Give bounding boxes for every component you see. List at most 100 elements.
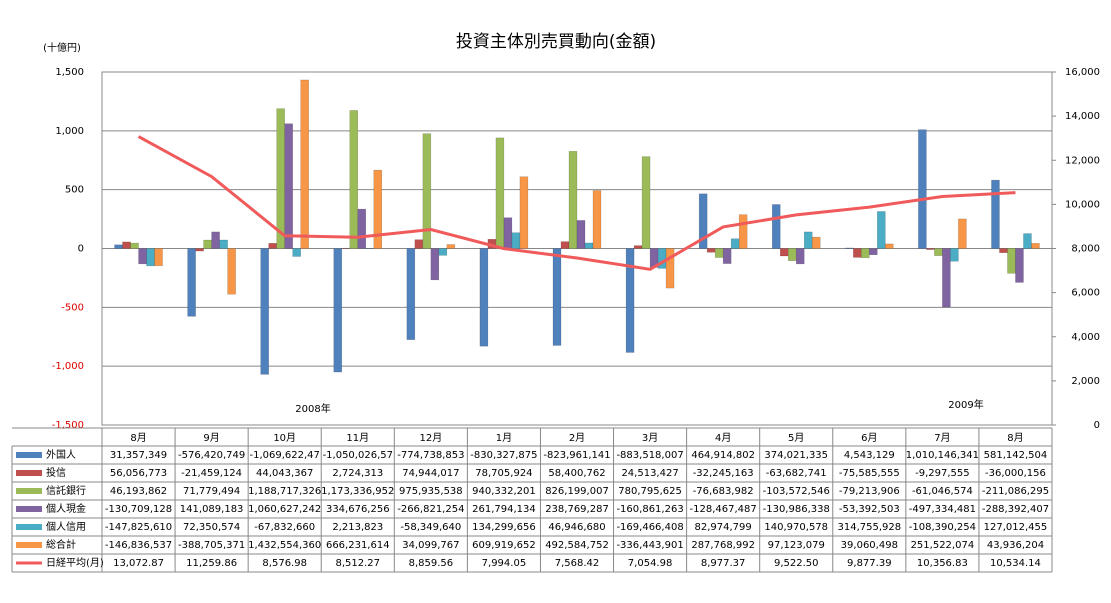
table-cell: 581,142,504 xyxy=(984,450,1048,461)
table-cell: -388,705,371 xyxy=(178,540,245,551)
table-cell: -336,443,901 xyxy=(616,540,683,551)
y2-tick-label: 10,000 xyxy=(1065,199,1100,210)
table-cell: -147,825,610 xyxy=(105,522,172,533)
table-cell: -79,213,906 xyxy=(839,486,900,497)
bar xyxy=(779,248,789,257)
bar xyxy=(138,248,147,265)
bar xyxy=(869,248,878,256)
bar xyxy=(950,248,959,262)
bar xyxy=(422,133,432,249)
bar xyxy=(787,248,797,261)
table-cell: -774,738,853 xyxy=(397,450,464,461)
legend-key xyxy=(16,524,42,530)
bar xyxy=(479,248,489,347)
bar xyxy=(576,220,586,249)
table-cell: -1,069,622,47 xyxy=(249,450,319,461)
bar xyxy=(560,241,570,249)
bar xyxy=(706,248,716,253)
bar xyxy=(738,214,748,249)
table-cell: -32,245,163 xyxy=(693,468,754,479)
table-cell: 72,350,574 xyxy=(183,522,240,533)
table-cell: -61,046,574 xyxy=(912,486,973,497)
x-tick-label: 8月 xyxy=(1007,432,1023,444)
legend-key xyxy=(16,506,42,512)
table-cell: -128,467,487 xyxy=(690,504,757,515)
bar xyxy=(349,110,359,249)
table-cell: -58,349,640 xyxy=(400,522,461,533)
x-tick-label: 9月 xyxy=(203,432,219,444)
table-cell: 10,534.14 xyxy=(990,558,1041,569)
x-tick-label: 7月 xyxy=(934,432,950,444)
table-cell: -108,390,254 xyxy=(909,522,976,533)
bar xyxy=(1031,243,1040,249)
table-cell: -36,000,156 xyxy=(985,468,1046,479)
legend-key xyxy=(16,470,42,476)
bar xyxy=(438,248,448,256)
bar xyxy=(211,231,220,249)
legend-label: 外国人 xyxy=(46,449,76,461)
table-cell: 8,512.27 xyxy=(336,558,381,569)
table-cell: -160,861,263 xyxy=(616,504,683,515)
y-tick-label: 1,000 xyxy=(55,126,84,137)
bar xyxy=(114,244,123,249)
bar xyxy=(495,137,505,249)
bar xyxy=(300,79,309,249)
table-cell: -211,086,295 xyxy=(982,486,1049,497)
table-cell: 46,946,680 xyxy=(548,522,605,533)
bar xyxy=(430,248,440,281)
legend-label: 総合計 xyxy=(46,538,76,551)
table-cell: 9,877.39 xyxy=(847,558,892,569)
y-tick-label: 0 xyxy=(78,244,84,255)
bar xyxy=(641,156,651,249)
bar xyxy=(519,176,529,249)
bar xyxy=(195,248,204,252)
table-cell: -76,683,982 xyxy=(693,486,754,497)
table-cell: 464,914,802 xyxy=(691,450,755,461)
y-tick-label: -1,500 xyxy=(52,420,84,431)
bar xyxy=(633,245,643,249)
bar xyxy=(730,238,740,249)
bar xyxy=(146,248,155,267)
table-cell: -266,821,254 xyxy=(397,504,464,515)
bar xyxy=(268,243,277,249)
bar xyxy=(861,248,870,259)
table-cell: -75,585,555 xyxy=(839,468,900,479)
x-tick-label: 12月 xyxy=(419,432,442,444)
y-axis-label: (十億円) xyxy=(43,41,81,54)
table-cell: -830,327,875 xyxy=(470,450,537,461)
x-tick-label: 8月 xyxy=(130,432,146,444)
table-cell: 74,944,017 xyxy=(402,468,459,479)
table-cell: 1,010,146,341 xyxy=(906,450,979,461)
y-tick-label: -1,000 xyxy=(52,361,84,372)
bar xyxy=(698,193,708,249)
legend-key xyxy=(16,488,42,494)
table-cell: 43,936,204 xyxy=(987,540,1044,551)
table-cell: 39,060,498 xyxy=(841,540,898,551)
table-cell: -883,518,007 xyxy=(616,450,683,461)
table-cell: 127,012,455 xyxy=(984,522,1048,533)
bar xyxy=(934,248,943,256)
table-cell: 666,231,614 xyxy=(326,540,390,551)
table-cell: -67,832,660 xyxy=(254,522,315,533)
y-tick-label: -500 xyxy=(61,302,84,313)
table-cell: -146,836,537 xyxy=(105,540,172,551)
bar xyxy=(446,244,456,249)
table-cell: 374,021,335 xyxy=(764,450,828,461)
bar xyxy=(845,247,854,249)
bar xyxy=(714,248,724,258)
table-cell: -130,986,338 xyxy=(763,504,830,515)
table-cell: -103,572,546 xyxy=(763,486,830,497)
y2-tick-label: 0 xyxy=(1094,420,1100,431)
bar xyxy=(203,239,212,249)
table-cell: 8,859.56 xyxy=(409,558,454,569)
table-cell: 56,056,773 xyxy=(110,468,167,479)
table-cell: 82,974,799 xyxy=(695,522,752,533)
x-tick-label: 5月 xyxy=(788,432,804,444)
bar xyxy=(853,248,862,258)
bar xyxy=(284,123,293,249)
y2-tick-label: 4,000 xyxy=(1071,332,1100,343)
x-tick-label: 3月 xyxy=(642,432,658,444)
bar xyxy=(552,248,562,346)
x-tick-label: 10月 xyxy=(273,432,296,444)
bar xyxy=(877,211,886,249)
